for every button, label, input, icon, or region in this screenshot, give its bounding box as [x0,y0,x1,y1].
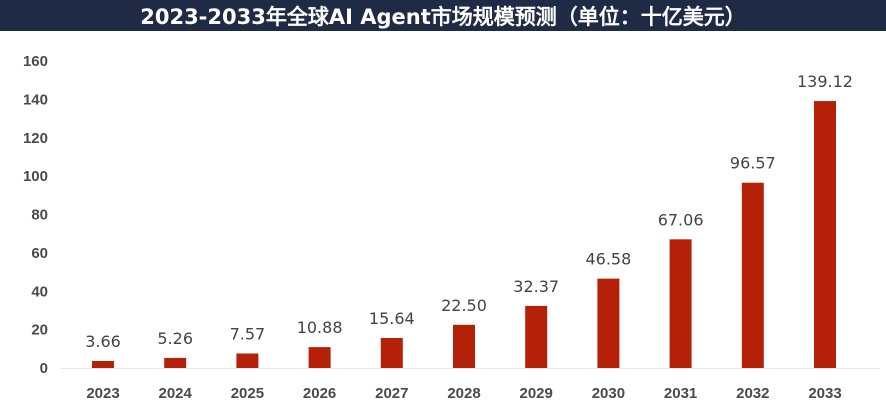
data-label-2023: 3.66 [85,332,121,351]
y-tick-label: 0 [40,360,48,377]
data-label-2031: 67.06 [658,210,704,229]
chart-title: 2023-2033年全球AI Agent市场规模预测（单位：十亿美元） [140,4,746,29]
data-label-2032: 96.57 [730,154,776,173]
data-label-2024: 5.26 [157,329,193,348]
data-label-2028: 22.50 [441,296,487,315]
x-tick-label-2030: 2030 [592,385,625,402]
data-label-2026: 10.88 [297,318,343,337]
y-tick-label: 80 [31,207,48,224]
bar-2030 [597,278,620,368]
data-label-2030: 46.58 [585,250,631,269]
data-label-2027: 15.64 [369,309,415,328]
data-label-2025: 7.57 [230,324,266,343]
x-tick-label-2033: 2033 [808,385,841,402]
y-tick-label: 120 [23,130,48,147]
bar-2028 [453,324,475,368]
x-tick-label-2024: 2024 [159,385,193,402]
x-tick-label-2023: 2023 [86,385,119,402]
x-tick-label-2029: 2029 [520,385,553,402]
y-tick-label: 40 [31,283,48,300]
x-tick-label-2028: 2028 [447,385,480,402]
data-label-2029: 32.37 [513,277,559,296]
bar-2025 [236,353,259,368]
y-tick-label: 140 [23,91,48,108]
x-tick-label-2032: 2032 [736,385,769,402]
data-label-2033: 139.12 [797,72,853,91]
bar-2029 [525,305,548,368]
bar-2031 [669,239,692,368]
bar-2024 [164,357,187,368]
y-tick-label: 20 [31,322,48,339]
x-tick-label-2031: 2031 [664,385,697,402]
x-tick-label-2025: 2025 [231,385,264,402]
x-tick-label-2027: 2027 [375,385,408,402]
bar-2023 [92,360,114,368]
bar-2032 [741,182,764,368]
y-tick-label: 60 [31,245,48,262]
bar-2033 [814,101,836,368]
x-tick-label-2026: 2026 [303,385,336,402]
bar-chart: 0 20 40 60 80 100 120 140 160 3.66 2023 5.26 2024 7.5… [23,53,880,402]
y-tick-label: 100 [23,168,48,185]
y-tick-label: 160 [23,53,48,70]
bar-2026 [308,347,331,368]
chart-title-bar: 2023-2033年全球AI Agent市场规模预测（单位：十亿美元） [0,0,886,31]
bar-2027 [380,337,403,368]
